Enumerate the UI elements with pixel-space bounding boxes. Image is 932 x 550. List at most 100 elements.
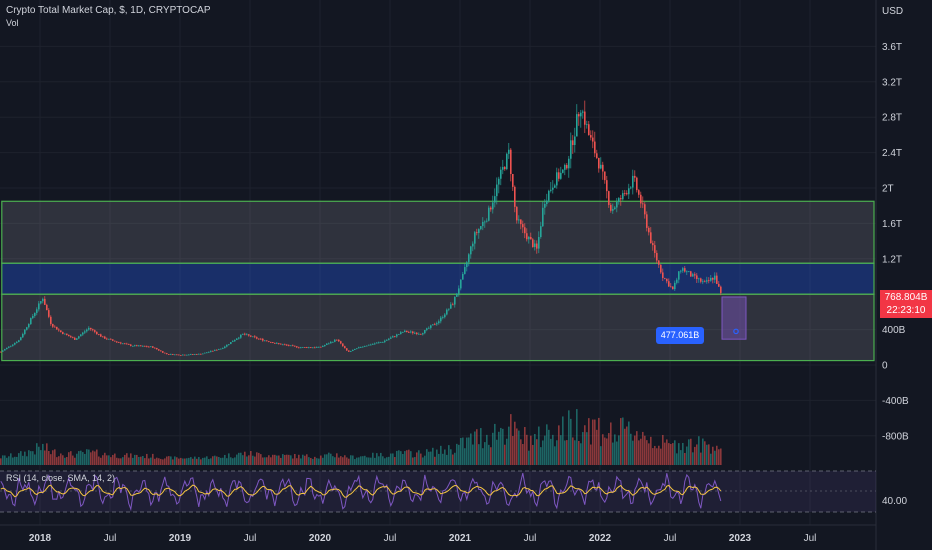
candle-body bbox=[486, 220, 488, 222]
volume-bar bbox=[374, 457, 376, 465]
candle-body bbox=[104, 336, 106, 339]
volume-bar bbox=[28, 450, 30, 465]
candle-body bbox=[142, 345, 144, 347]
currency-label[interactable]: USD bbox=[882, 6, 904, 17]
candle-body bbox=[292, 345, 294, 347]
candle-body bbox=[78, 336, 80, 339]
candle-body bbox=[378, 342, 380, 344]
time-axis[interactable]: 2018 Jul 2019 Jul 2020 Jul 2021 Jul 2022 Jul 2023 J… bbox=[29, 533, 817, 544]
candle-body bbox=[236, 338, 238, 340]
measure-label[interactable]: 477.061B bbox=[656, 327, 704, 344]
candle-body bbox=[320, 346, 322, 348]
volume-bar bbox=[628, 421, 630, 465]
volume-bar bbox=[414, 457, 416, 465]
candle-body bbox=[666, 278, 668, 282]
volume-bar bbox=[378, 456, 380, 465]
volume-bar bbox=[280, 457, 282, 465]
candle-body bbox=[670, 286, 672, 288]
candle-body bbox=[464, 267, 466, 274]
candle-body bbox=[66, 333, 68, 335]
time-tick-label: 2023 bbox=[729, 533, 752, 544]
volume-bar bbox=[198, 457, 200, 465]
measure-tool[interactable] bbox=[721, 296, 747, 340]
volume-bar bbox=[308, 457, 310, 465]
volume-bar bbox=[210, 458, 212, 465]
candle-body bbox=[174, 354, 176, 356]
candle-body bbox=[676, 279, 678, 283]
candle-body bbox=[290, 345, 292, 347]
volume-bar bbox=[666, 439, 668, 465]
rsi-pane bbox=[0, 470, 876, 513]
volume-bar bbox=[428, 451, 430, 465]
volume-bar bbox=[58, 456, 60, 465]
volume-bar bbox=[92, 450, 94, 465]
volume-bar bbox=[360, 456, 362, 465]
volume-bar bbox=[64, 457, 66, 465]
candle-body bbox=[2, 350, 4, 352]
candle-body bbox=[514, 186, 516, 207]
volume-bar bbox=[350, 455, 352, 465]
volume-bar bbox=[160, 458, 162, 465]
candle-body bbox=[366, 345, 368, 347]
candle-body bbox=[106, 338, 108, 340]
candle-body bbox=[432, 324, 434, 326]
candle-body bbox=[162, 351, 164, 353]
candle-body bbox=[92, 329, 94, 331]
candle-body bbox=[536, 243, 538, 249]
candle-body bbox=[128, 343, 130, 345]
candle-body bbox=[658, 260, 660, 265]
candle-body bbox=[28, 324, 30, 328]
candle-body bbox=[70, 336, 72, 338]
candle-body bbox=[12, 344, 14, 346]
candle-body bbox=[180, 355, 182, 356]
volume-bar bbox=[212, 456, 214, 465]
candle-body bbox=[168, 354, 170, 355]
volume-bar bbox=[550, 438, 552, 465]
volume-bar bbox=[310, 458, 312, 465]
candle-body bbox=[596, 153, 598, 158]
candle-body bbox=[114, 340, 116, 342]
volume-bar bbox=[250, 451, 252, 465]
volume-bar bbox=[288, 454, 290, 465]
rsi-label[interactable]: RSI (14, close, SMA, 14, 2) bbox=[6, 473, 116, 483]
candle-body bbox=[702, 281, 704, 283]
candle-body bbox=[562, 169, 564, 173]
volume-bar bbox=[322, 457, 324, 465]
volume-bar bbox=[594, 419, 596, 465]
candle-body bbox=[488, 207, 490, 221]
volume-bar bbox=[616, 441, 618, 465]
volume-bar bbox=[370, 457, 372, 465]
volume-bar bbox=[454, 452, 456, 465]
candle-body bbox=[24, 329, 26, 334]
candle-body bbox=[406, 330, 408, 333]
candle-body bbox=[600, 164, 602, 169]
volume-bar bbox=[74, 457, 76, 465]
volume-bar bbox=[466, 437, 468, 465]
volume-label[interactable]: Vol bbox=[6, 18, 19, 28]
candle-body bbox=[458, 288, 460, 294]
volume-bar bbox=[506, 438, 508, 465]
volume-bar bbox=[584, 425, 586, 465]
candle-body bbox=[480, 226, 482, 230]
volume-bar bbox=[660, 448, 662, 465]
candle-body bbox=[620, 198, 622, 200]
candle-body bbox=[280, 343, 282, 345]
candle-body bbox=[656, 252, 658, 261]
symbol-title[interactable]: Crypto Total Market Cap, $, 1D, CRYPTOCA… bbox=[6, 5, 211, 16]
volume-bar bbox=[396, 450, 398, 465]
volume-bar bbox=[296, 458, 298, 465]
candle-body bbox=[288, 345, 290, 346]
candle-body bbox=[560, 172, 562, 179]
volume-bar bbox=[224, 454, 226, 465]
zones[interactable] bbox=[1, 200, 875, 362]
candle-body bbox=[272, 342, 274, 344]
volume-bar bbox=[438, 453, 440, 465]
candle-body bbox=[614, 207, 616, 210]
candle-body bbox=[110, 338, 112, 340]
candle-body bbox=[646, 214, 648, 228]
volume-bar bbox=[406, 450, 408, 465]
candle-body bbox=[266, 340, 268, 342]
candle-body bbox=[186, 354, 188, 356]
candle-body bbox=[184, 354, 186, 356]
